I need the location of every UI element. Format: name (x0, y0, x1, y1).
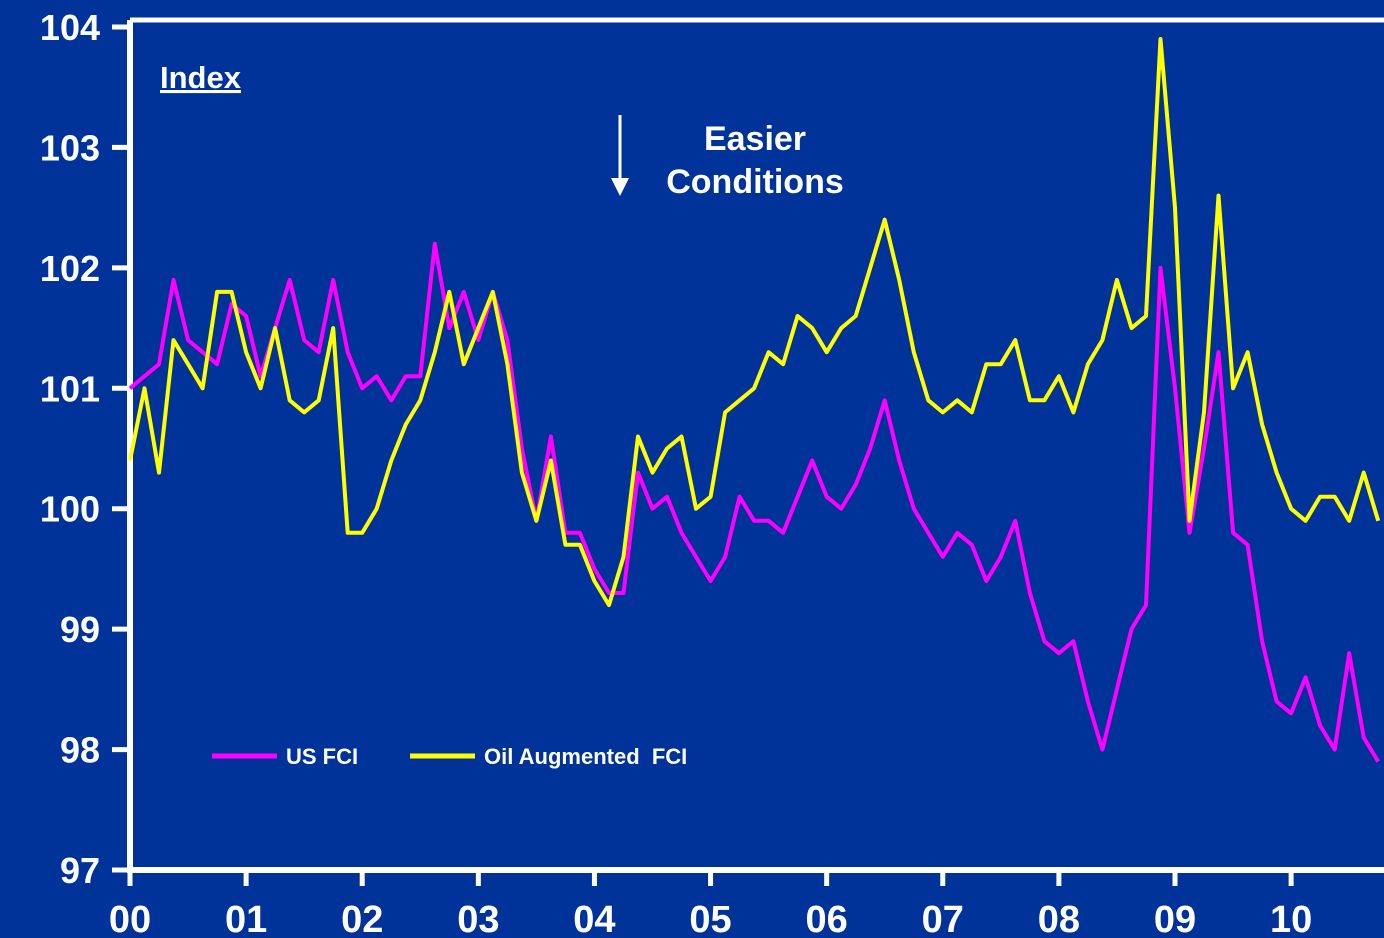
annotation: Conditions (666, 163, 844, 201)
y-tick-label: 103 (40, 127, 100, 168)
series-line (128, 241, 1380, 763)
x-tick-label: 06 (806, 899, 848, 938)
x-tick-label: 07 (922, 899, 964, 938)
y-tick-label: 102 (40, 248, 100, 289)
x-tick-label: 01 (225, 899, 267, 938)
y-tick-label: 104 (40, 7, 100, 48)
x-tick-label: 08 (1038, 899, 1080, 938)
legend-label: Oil Augmented FCI (484, 744, 687, 769)
x-tick-label: 09 (1154, 899, 1196, 938)
x-tick-label: 04 (573, 899, 615, 938)
legend-label: US FCI (286, 744, 358, 769)
y-tick-label: 97 (60, 850, 100, 891)
x-tick-label: 03 (457, 899, 499, 938)
series-line (128, 37, 1381, 608)
x-tick-label: 00 (109, 899, 151, 938)
annotation: Easier (704, 120, 806, 158)
y-tick-label: 101 (40, 368, 100, 409)
y-tick-label: 98 (60, 730, 100, 771)
arrow-head (611, 178, 629, 196)
y-tick-label: 99 (60, 609, 100, 650)
x-tick-label: 10 (1270, 899, 1312, 938)
x-tick-label: 02 (341, 899, 383, 938)
x-tick-label: 05 (689, 899, 731, 938)
axis-label: Index (160, 60, 242, 95)
y-tick-label: 100 (40, 489, 100, 530)
